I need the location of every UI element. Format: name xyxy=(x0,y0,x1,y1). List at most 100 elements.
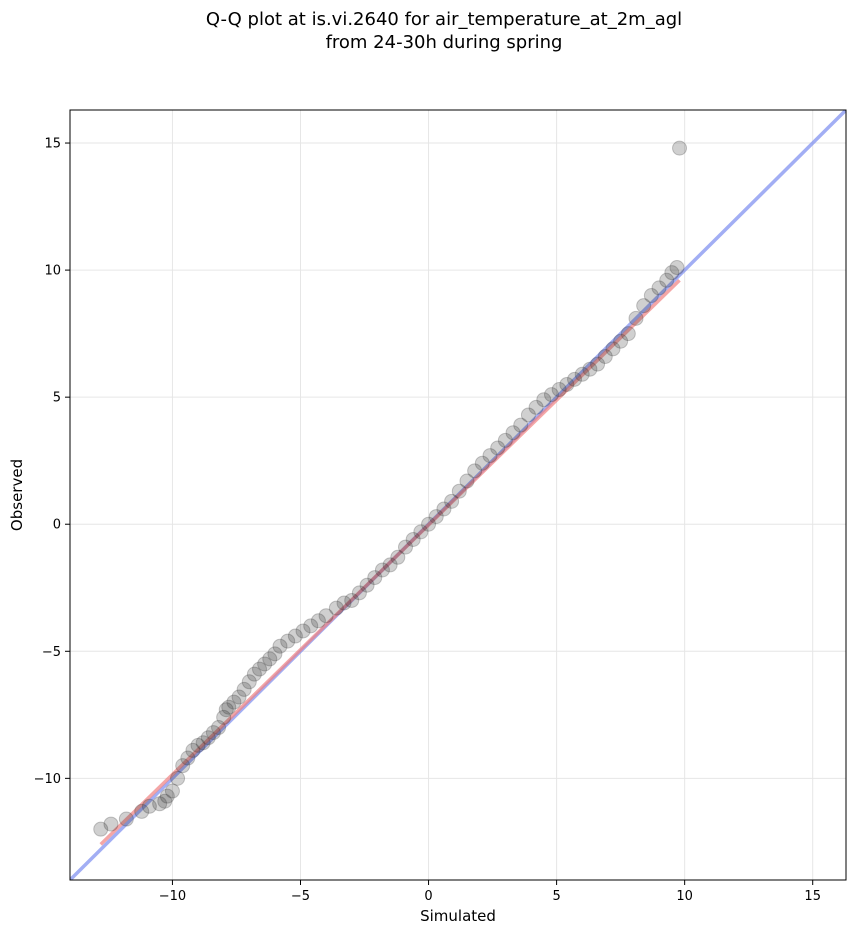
data-point xyxy=(397,539,413,555)
grid-lines xyxy=(70,110,846,880)
data-point xyxy=(405,531,421,547)
y-tick-label: 5 xyxy=(53,391,61,406)
data-point xyxy=(200,730,216,746)
data-point xyxy=(164,783,180,799)
data-point xyxy=(118,811,134,827)
data-point xyxy=(252,661,268,677)
plot-frame xyxy=(69,109,847,881)
data-point xyxy=(318,608,334,624)
data-point xyxy=(267,646,283,662)
y-tick-label: 15 xyxy=(44,137,61,152)
x-tick-label: −10 xyxy=(159,889,186,904)
data-point xyxy=(236,681,252,697)
data-point xyxy=(295,623,311,639)
data-point xyxy=(382,557,398,573)
data-point xyxy=(216,709,232,725)
x-tick-label: 5 xyxy=(552,889,560,904)
data-point xyxy=(218,702,234,718)
data-point xyxy=(328,600,344,616)
chart-subtitle: from 24-30h during spring xyxy=(325,32,563,53)
data-point xyxy=(490,440,506,456)
data-point xyxy=(367,570,383,586)
data-point xyxy=(262,651,278,667)
data-point xyxy=(597,349,613,365)
x-tick-label: 0 xyxy=(424,889,432,904)
x-tick-label: 15 xyxy=(804,889,821,904)
data-point xyxy=(93,821,109,837)
data-point xyxy=(444,493,460,509)
data-point xyxy=(231,689,247,705)
data-point xyxy=(195,735,211,751)
data-point xyxy=(310,613,326,629)
data-point xyxy=(103,816,119,832)
data-point xyxy=(336,595,352,611)
y-axis-label: Observed xyxy=(8,459,26,531)
data-point xyxy=(620,326,636,342)
data-point xyxy=(451,483,467,499)
x-axis-ticks: −10 −5 0 5 10 15 xyxy=(159,880,821,904)
data-point xyxy=(152,796,168,812)
data-point xyxy=(190,737,206,753)
x-axis-label: Simulated xyxy=(420,907,496,925)
data-point xyxy=(459,473,475,489)
data-point xyxy=(413,524,429,540)
data-point xyxy=(574,366,590,382)
data-point xyxy=(226,694,242,710)
data-point xyxy=(257,656,273,672)
data-point xyxy=(175,758,191,774)
data-point xyxy=(669,260,685,276)
data-point xyxy=(134,803,150,819)
data-point xyxy=(659,272,675,288)
data-point xyxy=(543,387,559,403)
data-point xyxy=(246,666,262,682)
data-point xyxy=(211,720,227,736)
x-tick-label: 10 xyxy=(676,889,693,904)
data-point xyxy=(664,265,680,281)
y-tick-label: 0 xyxy=(53,518,61,533)
y-tick-label: −10 xyxy=(34,772,61,787)
data-point xyxy=(613,333,629,349)
data-point xyxy=(559,376,575,392)
data-point xyxy=(590,356,606,372)
data-point xyxy=(359,577,375,593)
fit-line xyxy=(99,279,681,846)
data-point xyxy=(272,638,288,654)
data-point xyxy=(528,399,544,415)
data-point xyxy=(628,310,644,326)
data-point xyxy=(390,549,406,565)
data-point xyxy=(287,628,303,644)
data-point xyxy=(280,633,296,649)
data-point xyxy=(185,742,201,758)
y-axis-ticks: −10 −5 0 5 10 15 xyxy=(34,137,70,787)
y-tick-label: −5 xyxy=(42,645,61,660)
data-point xyxy=(551,382,567,398)
data-point xyxy=(636,298,652,314)
data-point xyxy=(672,140,688,156)
data-point xyxy=(513,417,529,433)
data-point xyxy=(497,432,513,448)
chart-title: Q-Q plot at is.vi.2640 for air_temperatu… xyxy=(205,9,683,30)
data-point xyxy=(180,750,196,766)
data-point xyxy=(482,448,498,464)
y-tick-label: 10 xyxy=(44,264,61,279)
data-point xyxy=(567,371,583,387)
data-point xyxy=(205,725,221,741)
data-point xyxy=(436,501,452,517)
chart-title-block: Q-Q plot at is.vi.2640 for air_temperatu… xyxy=(0,8,854,54)
data-point xyxy=(643,288,659,304)
data-point xyxy=(344,592,360,608)
data-point xyxy=(651,280,667,296)
data-point xyxy=(505,425,521,441)
data-point xyxy=(474,455,490,471)
reference-lines xyxy=(70,110,846,880)
data-point xyxy=(467,463,483,479)
data-points xyxy=(93,140,688,837)
data-point xyxy=(351,585,367,601)
data-point xyxy=(157,793,173,809)
data-point xyxy=(605,341,621,357)
x-tick-label: −5 xyxy=(291,889,310,904)
data-point xyxy=(374,562,390,578)
data-point xyxy=(428,509,444,525)
data-point xyxy=(520,407,536,423)
